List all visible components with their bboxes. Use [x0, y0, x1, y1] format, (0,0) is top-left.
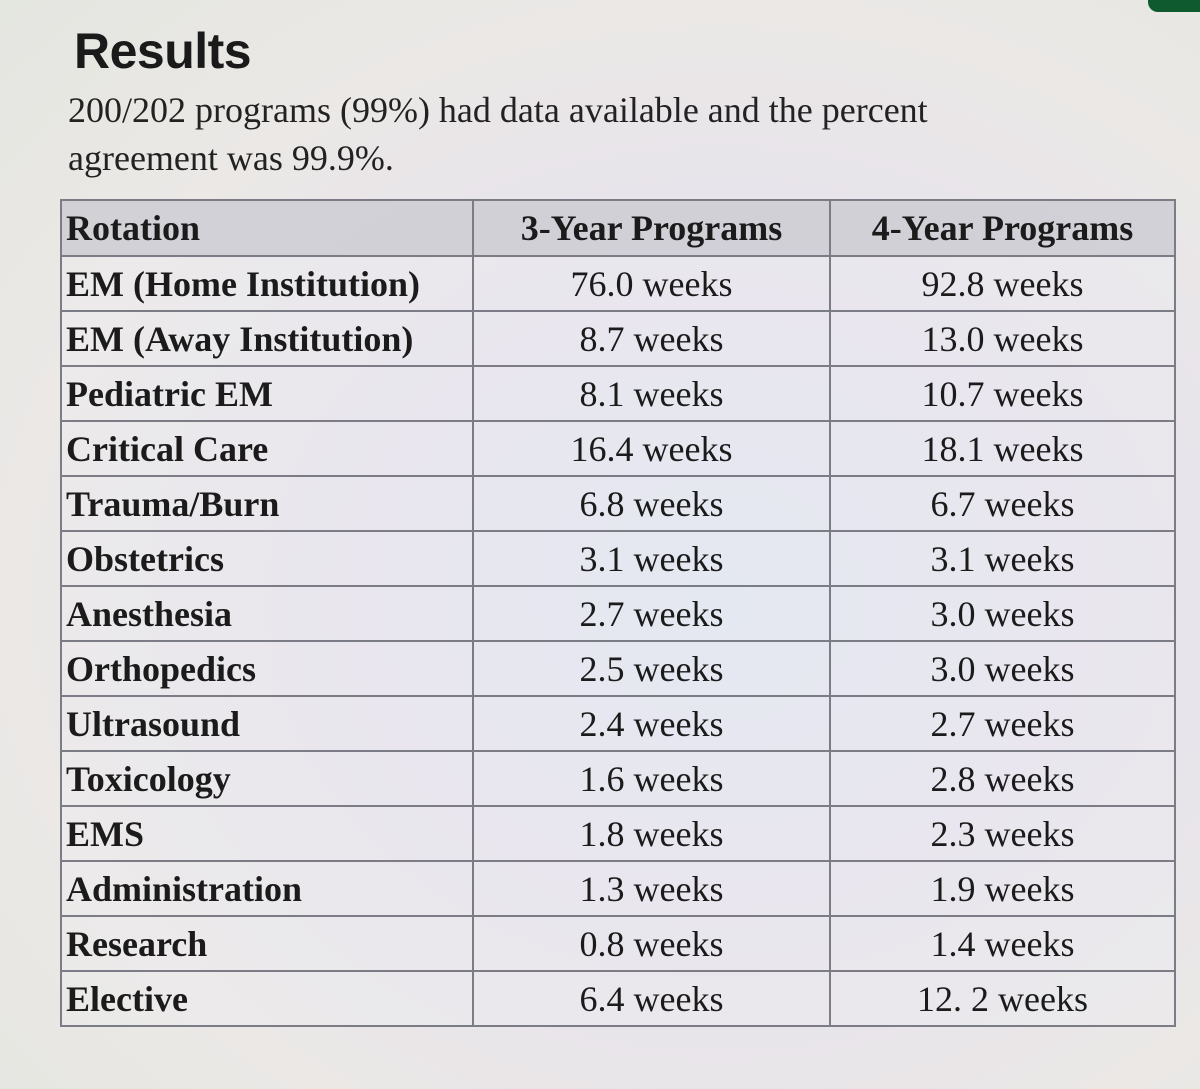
- three-year-value: 8.7 weeks: [472, 310, 831, 367]
- four-year-value: 2.3 weeks: [829, 805, 1176, 862]
- rotation-name: Toxicology: [60, 750, 474, 807]
- header-4-year-programs: 4-Year Programs: [829, 199, 1176, 257]
- four-year-value: 13.0 weeks: [829, 310, 1176, 367]
- four-year-value: 1.4 weeks: [829, 915, 1176, 972]
- header-rotation: Rotation: [60, 199, 474, 257]
- table-header-row: Rotation 3-Year Programs 4-Year Programs: [60, 199, 1176, 257]
- rotation-table: Rotation 3-Year Programs 4-Year Programs…: [60, 199, 1176, 1027]
- table-row: Obstetrics 3.1 weeks 3.1 weeks: [60, 530, 1176, 587]
- rotation-name: EM (Away Institution): [60, 310, 474, 367]
- table-row: Critical Care 16.4 weeks 18.1 weeks: [60, 420, 1176, 477]
- results-summary: 200/202 programs (99%) had data availabl…: [68, 90, 928, 178]
- three-year-value: 2.4 weeks: [472, 695, 831, 752]
- table-row: EMS 1.8 weeks 2.3 weeks: [60, 805, 1176, 862]
- three-year-value: 0.8 weeks: [472, 915, 831, 972]
- three-year-value: 6.8 weeks: [472, 475, 831, 532]
- table-row: Pediatric EM 8.1 weeks 10.7 weeks: [60, 365, 1176, 422]
- four-year-value: 2.7 weeks: [829, 695, 1176, 752]
- rotation-name: Pediatric EM: [60, 365, 474, 422]
- three-year-value: 8.1 weeks: [472, 365, 831, 422]
- rotation-name: Obstetrics: [60, 530, 474, 587]
- rotation-name: Anesthesia: [60, 585, 474, 642]
- table-row: Trauma/Burn 6.8 weeks 6.7 weeks: [60, 475, 1176, 532]
- four-year-value: 92.8 weeks: [829, 255, 1176, 312]
- table-row: Anesthesia 2.7 weeks 3.0 weeks: [60, 585, 1176, 642]
- four-year-value: 3.1 weeks: [829, 530, 1176, 587]
- table-row: Toxicology 1.6 weeks 2.8 weeks: [60, 750, 1176, 807]
- table-row: Elective 6.4 weeks 12. 2 weeks: [60, 970, 1176, 1027]
- header-3-year-programs: 3-Year Programs: [472, 199, 831, 257]
- four-year-value: 3.0 weeks: [829, 585, 1176, 642]
- three-year-value: 1.8 weeks: [472, 805, 831, 862]
- four-year-value: 2.8 weeks: [829, 750, 1176, 807]
- table-row: Ultrasound 2.4 weeks 2.7 weeks: [60, 695, 1176, 752]
- four-year-value: 1.9 weeks: [829, 860, 1176, 917]
- three-year-value: 6.4 weeks: [472, 970, 831, 1027]
- results-heading: Results: [74, 23, 252, 79]
- table-row: Orthopedics 2.5 weeks 3.0 weeks: [60, 640, 1176, 697]
- four-year-value: 6.7 weeks: [829, 475, 1176, 532]
- three-year-value: 76.0 weeks: [472, 255, 831, 312]
- corner-accent: [1148, 0, 1200, 12]
- table-row: EM (Home Institution) 76.0 weeks 92.8 we…: [60, 255, 1176, 312]
- rotation-name: Critical Care: [60, 420, 474, 477]
- rotation-name: EMS: [60, 805, 474, 862]
- rotation-name: EM (Home Institution): [60, 255, 474, 312]
- rotation-name: Research: [60, 915, 474, 972]
- three-year-value: 2.5 weeks: [472, 640, 831, 697]
- rotation-name: Elective: [60, 970, 474, 1027]
- three-year-value: 16.4 weeks: [472, 420, 831, 477]
- three-year-value: 2.7 weeks: [472, 585, 831, 642]
- four-year-value: 10.7 weeks: [829, 365, 1176, 422]
- rotation-name: Ultrasound: [60, 695, 474, 752]
- four-year-value: 3.0 weeks: [829, 640, 1176, 697]
- four-year-value: 18.1 weeks: [829, 420, 1176, 477]
- four-year-value: 12. 2 weeks: [829, 970, 1176, 1027]
- rotation-name: Administration: [60, 860, 474, 917]
- rotation-name: Orthopedics: [60, 640, 474, 697]
- three-year-value: 3.1 weeks: [472, 530, 831, 587]
- table-row: EM (Away Institution) 8.7 weeks 13.0 wee…: [60, 310, 1176, 367]
- rotation-name: Trauma/Burn: [60, 475, 474, 532]
- three-year-value: 1.6 weeks: [472, 750, 831, 807]
- table-row: Administration 1.3 weeks 1.9 weeks: [60, 860, 1176, 917]
- table-row: Research 0.8 weeks 1.4 weeks: [60, 915, 1176, 972]
- three-year-value: 1.3 weeks: [472, 860, 831, 917]
